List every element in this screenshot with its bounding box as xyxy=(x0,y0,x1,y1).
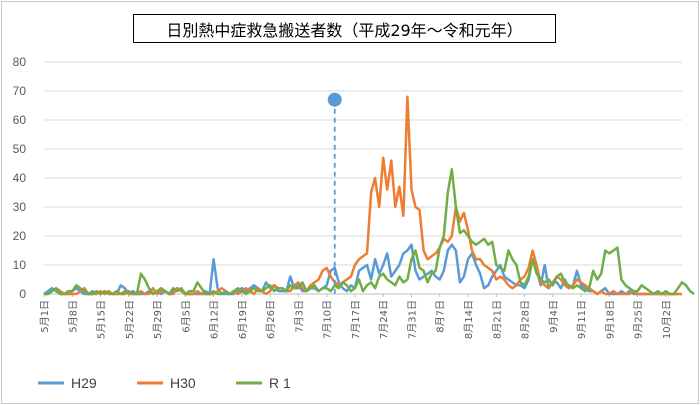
x-tick-label: 5月8日 xyxy=(67,300,79,333)
x-tick-label: 8月14日 xyxy=(463,300,475,339)
x-tick-label: 6月19日 xyxy=(237,300,249,339)
x-tick-label: 8月7日 xyxy=(435,300,447,333)
x-tick-label: 7月17日 xyxy=(350,300,362,339)
y-tick-label: 40 xyxy=(13,171,27,185)
x-tick-label: 9月11日 xyxy=(576,300,588,339)
legend: H29 H30 R 1 xyxy=(38,375,291,391)
x-tick-label: 6月12日 xyxy=(209,300,221,339)
y-tick-label: 70 xyxy=(13,84,27,98)
y-tick-label: 30 xyxy=(13,200,27,214)
y-axis-ticks: 0 10 20 30 40 50 60 70 80 xyxy=(13,55,27,301)
series-line-r1 xyxy=(44,168,695,296)
series-lines xyxy=(43,95,695,296)
legend-label: H29 xyxy=(71,375,97,391)
y-tick-label: 80 xyxy=(13,55,27,69)
x-tick-label: 9月4日 xyxy=(548,300,560,333)
legend-label: H30 xyxy=(170,375,196,391)
marker-dot xyxy=(327,92,342,107)
y-tick-label: 60 xyxy=(13,113,27,127)
x-tick-label: 9月25日 xyxy=(633,300,645,339)
x-tick-label: 5月1日 xyxy=(39,300,51,333)
series-line-h30 xyxy=(44,95,682,296)
gridlines xyxy=(44,61,682,295)
x-tick-label: 7月31日 xyxy=(406,300,418,339)
y-tick-label: 0 xyxy=(19,287,26,301)
legend-label: R 1 xyxy=(269,375,291,391)
chart-title: 日別熱中症救急搬送者数（平成29年～令和元年） xyxy=(133,14,556,43)
y-tick-label: 50 xyxy=(13,142,27,156)
x-tick-label: 10月2日 xyxy=(661,300,673,339)
x-tick-label: 8月21日 xyxy=(491,300,503,339)
peak-marker xyxy=(327,92,342,294)
x-tick-label: 7月3日 xyxy=(293,300,305,333)
x-tick-label: 5月15日 xyxy=(96,300,108,339)
x-axis-ticks: 5月1日 5月8日 5月15日 5月22日 5月29日 6月5日 6月12日 6月19日 6月2… xyxy=(39,294,673,339)
x-tick-label: 5月29日 xyxy=(152,300,164,339)
x-tick-label: 6月5日 xyxy=(180,300,192,333)
x-tick-label: 8月28日 xyxy=(520,300,532,339)
y-tick-label: 10 xyxy=(13,258,27,272)
x-tick-label: 9月18日 xyxy=(604,300,616,339)
x-tick-label: 7月10日 xyxy=(322,300,334,339)
x-tick-label: 7月24日 xyxy=(378,300,390,339)
x-tick-label: 6月26日 xyxy=(265,300,277,339)
y-tick-label: 20 xyxy=(13,229,27,243)
x-tick-label: 5月22日 xyxy=(124,300,136,339)
